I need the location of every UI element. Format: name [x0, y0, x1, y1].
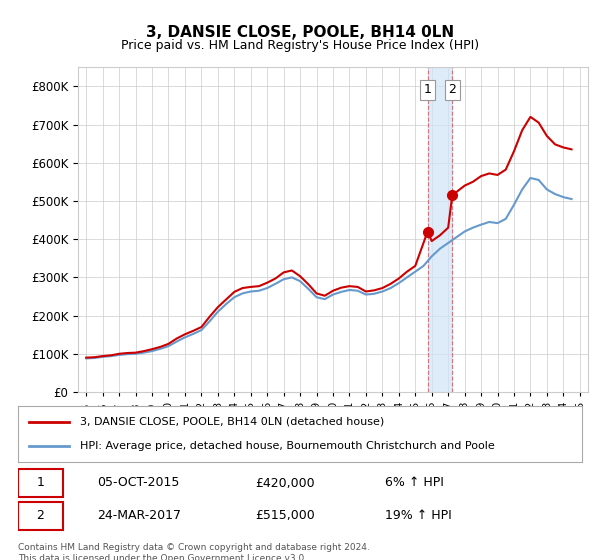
Text: 3, DANSIE CLOSE, POOLE, BH14 0LN (detached house): 3, DANSIE CLOSE, POOLE, BH14 0LN (detach…: [80, 417, 384, 427]
Text: 19% ↑ HPI: 19% ↑ HPI: [385, 510, 451, 522]
Text: 24-MAR-2017: 24-MAR-2017: [97, 510, 181, 522]
Text: 1: 1: [424, 83, 431, 96]
FancyBboxPatch shape: [18, 469, 63, 497]
Text: 1: 1: [37, 477, 44, 489]
Text: £420,000: £420,000: [255, 477, 314, 489]
Text: Price paid vs. HM Land Registry's House Price Index (HPI): Price paid vs. HM Land Registry's House …: [121, 39, 479, 52]
Text: 05-OCT-2015: 05-OCT-2015: [97, 477, 179, 489]
Text: Contains HM Land Registry data © Crown copyright and database right 2024.
This d: Contains HM Land Registry data © Crown c…: [18, 543, 370, 560]
FancyBboxPatch shape: [18, 502, 63, 530]
Text: 6% ↑ HPI: 6% ↑ HPI: [385, 477, 443, 489]
Text: 2: 2: [448, 83, 456, 96]
Text: £515,000: £515,000: [255, 510, 314, 522]
Text: 2: 2: [37, 510, 44, 522]
Bar: [428, 67, 452, 392]
Text: 3, DANSIE CLOSE, POOLE, BH14 0LN: 3, DANSIE CLOSE, POOLE, BH14 0LN: [146, 25, 454, 40]
Text: HPI: Average price, detached house, Bournemouth Christchurch and Poole: HPI: Average price, detached house, Bour…: [80, 441, 495, 451]
